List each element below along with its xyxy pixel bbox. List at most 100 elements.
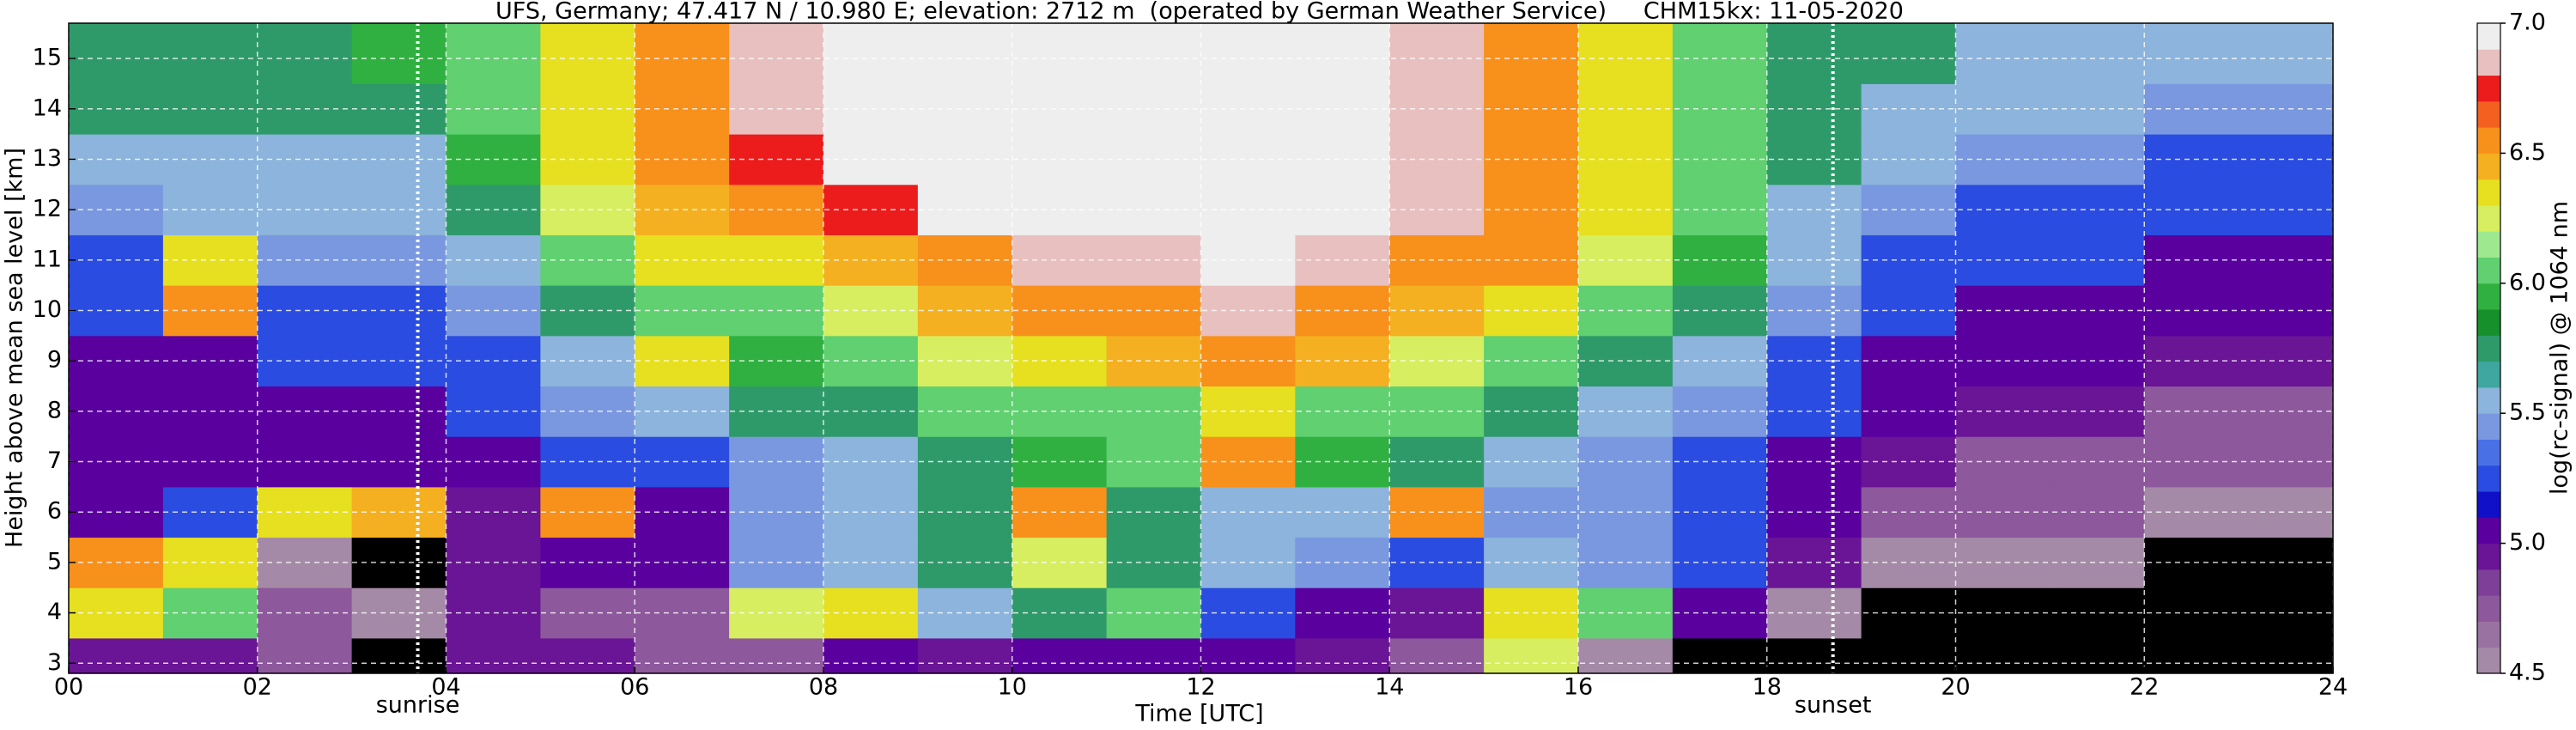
heatmap-cell (1200, 23, 1296, 84)
x-tick-label: 08 (809, 674, 838, 701)
colorbar-band (2477, 386, 2500, 414)
colorbar-tick-label: 4.5 (2509, 660, 2546, 686)
heatmap-cell (1295, 23, 1390, 84)
y-tick-label: 4 (47, 599, 62, 625)
annotation-label: sunset (1795, 692, 1872, 719)
heatmap-cell (1861, 23, 1956, 84)
heatmap-cell (823, 23, 919, 84)
heatmap-cell (729, 637, 824, 674)
heatmap-cell (1106, 23, 1201, 84)
colorbar-tick-label: 6.0 (2509, 269, 2546, 295)
colorbar-frame (2476, 22, 2501, 674)
x-tick-label: 02 (243, 674, 272, 701)
heatmap-cell (1766, 23, 1862, 84)
heatmap-cell (1012, 23, 1108, 84)
heatmap-cell (1766, 637, 1862, 674)
colorbar-band (2477, 49, 2500, 76)
plot-frame (68, 22, 2334, 674)
x-axis-label: Time [UTC] (1134, 701, 1263, 727)
heatmap-cell (917, 637, 1013, 674)
heatmap-cell (2144, 637, 2239, 674)
colorbar-band (2477, 204, 2500, 232)
colorbar-band (2477, 491, 2500, 518)
y-tick-label: 12 (33, 196, 62, 222)
colorbar-band (2477, 361, 2500, 388)
heatmap-cell (1295, 637, 1390, 674)
heatmap-cell (351, 23, 447, 84)
x-tick-label: 14 (1375, 674, 1404, 701)
colorbar-band (2477, 231, 2500, 259)
colorbar-band (2477, 75, 2500, 102)
heatmap-cell (1389, 637, 1485, 674)
heatmap-cell (540, 637, 635, 674)
heatmap-cell (69, 637, 164, 674)
colorbar-band (2477, 179, 2500, 206)
heatmap-cell (351, 637, 447, 674)
x-tick-label: 24 (2318, 674, 2348, 701)
colorbar-band (2477, 100, 2500, 128)
x-tick-label: 16 (1564, 674, 1593, 701)
heatmap-cell (1484, 637, 1579, 674)
x-tick-label: 12 (1186, 674, 1215, 701)
annotation-label: sunrise (376, 692, 460, 719)
heatmap-cell (1578, 23, 1674, 84)
y-tick-label: 6 (47, 498, 62, 525)
y-tick-label: 15 (33, 45, 62, 71)
colorbar-band (2477, 543, 2500, 570)
heatmap-cell (1578, 637, 1674, 674)
heatmap-cell (446, 637, 541, 674)
x-tick-label: 04 (431, 674, 460, 701)
y-tick-label: 11 (33, 246, 62, 272)
heatmap-cell (162, 23, 258, 84)
heatmap-cell (635, 637, 730, 674)
heatmap-cell (1955, 23, 2050, 84)
x-tick-label: 22 (2129, 674, 2159, 701)
colorbar-band (2477, 23, 2500, 50)
colorbar-tick-label: 5.5 (2509, 399, 2546, 426)
y-axis-label: Height above mean sea level [km] (2, 148, 28, 548)
x-tick-label: 20 (1941, 674, 1970, 701)
colorbar-band (2477, 465, 2500, 492)
y-tick-label: 14 (33, 94, 62, 121)
colorbar-band (2477, 309, 2500, 336)
heatmap-cell (2144, 23, 2239, 84)
heatmap-cell (2050, 637, 2145, 674)
y-tick-label: 5 (47, 548, 62, 575)
y-tick-label: 9 (47, 347, 62, 374)
x-tick-label: 06 (620, 674, 649, 701)
y-tick-label: 3 (47, 649, 62, 676)
colorbar-band (2477, 517, 2500, 544)
heatmap-cell (257, 23, 353, 84)
x-tick-label: 18 (1753, 674, 1782, 701)
colorbar-band (2477, 439, 2500, 466)
heatmap-cell (1672, 23, 1768, 84)
colorbar-label: log(rc-signal) @ 1064 nm (2547, 201, 2573, 495)
heatmap-cell (2239, 23, 2334, 84)
heatmap-cell (540, 23, 635, 84)
heatmap-cell (2239, 637, 2334, 674)
heatmap-cell (69, 23, 164, 84)
colorbar-band (2477, 621, 2500, 648)
colorbar-band (2477, 647, 2500, 674)
heatmap-cell (1484, 23, 1579, 84)
y-tick-label: 13 (33, 145, 62, 172)
heatmap-cell (1389, 23, 1485, 84)
chart-title: UFS, Germany; 47.417 N / 10.980 E; eleva… (495, 0, 1904, 25)
colorbar-band (2477, 257, 2500, 284)
heatmap-cell (446, 23, 541, 84)
heatmap-cell (162, 637, 258, 674)
heatmap-cell (823, 637, 919, 674)
heatmap-cell (257, 637, 353, 674)
colorbar-tick-label: 7.0 (2509, 9, 2546, 36)
x-tick-label: 00 (54, 674, 83, 701)
colorbar-band (2477, 283, 2500, 310)
heatmap-cell (2050, 23, 2145, 84)
colorbar-tick-label: 5.0 (2509, 529, 2546, 556)
colorbar-tick-label: 6.5 (2509, 139, 2546, 166)
heatmap-cell (1012, 637, 1108, 674)
colorbar-band (2477, 335, 2500, 362)
y-tick-label: 8 (47, 397, 62, 423)
x-tick-label: 10 (998, 674, 1027, 701)
heatmap-cell (1672, 637, 1768, 674)
